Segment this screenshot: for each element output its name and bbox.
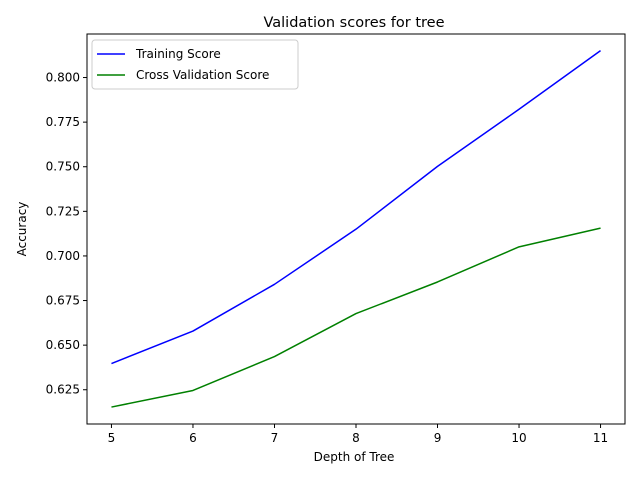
y-axis-label: Accuracy (15, 202, 29, 257)
y-tick-label: 0.650 (46, 338, 80, 352)
legend-box (91, 39, 299, 90)
y-tick-label: 0.625 (46, 383, 80, 397)
y-tick-label: 0.700 (46, 249, 80, 263)
x-tick-label: 5 (108, 431, 116, 445)
y-tick-label: 0.675 (46, 294, 80, 308)
y-axis: 0.625 0.650 0.675 0.700 0.725 0.750 0.775 0.800 (46, 71, 87, 397)
chart-title: Validation scores for tree (263, 15, 444, 31)
y-tick-label: 0.725 (46, 204, 80, 218)
x-tick-label: 8 (352, 431, 360, 445)
x-tick-label: 6 (189, 431, 197, 445)
series-line-1 (111, 49, 601, 365)
y-tick-label: 0.800 (46, 71, 80, 85)
series-layer (111, 49, 601, 408)
series-line-2 (111, 227, 601, 408)
y-tick-label: 0.775 (46, 115, 80, 129)
legend: Training Score Cross Validation Score (91, 39, 299, 90)
x-tick-label: 7 (271, 431, 279, 445)
y-tick-label: 0.750 (46, 160, 80, 174)
x-tick-label: 10 (511, 431, 526, 445)
legend-label: Training Score (135, 47, 221, 61)
legend-label: Cross Validation Score (136, 68, 269, 82)
x-axis-label: Depth of Tree (314, 450, 395, 464)
x-tick-label: 11 (593, 431, 608, 445)
x-axis: 5 6 7 8 9 10 11 (108, 424, 608, 445)
x-tick-label: 9 (434, 431, 442, 445)
